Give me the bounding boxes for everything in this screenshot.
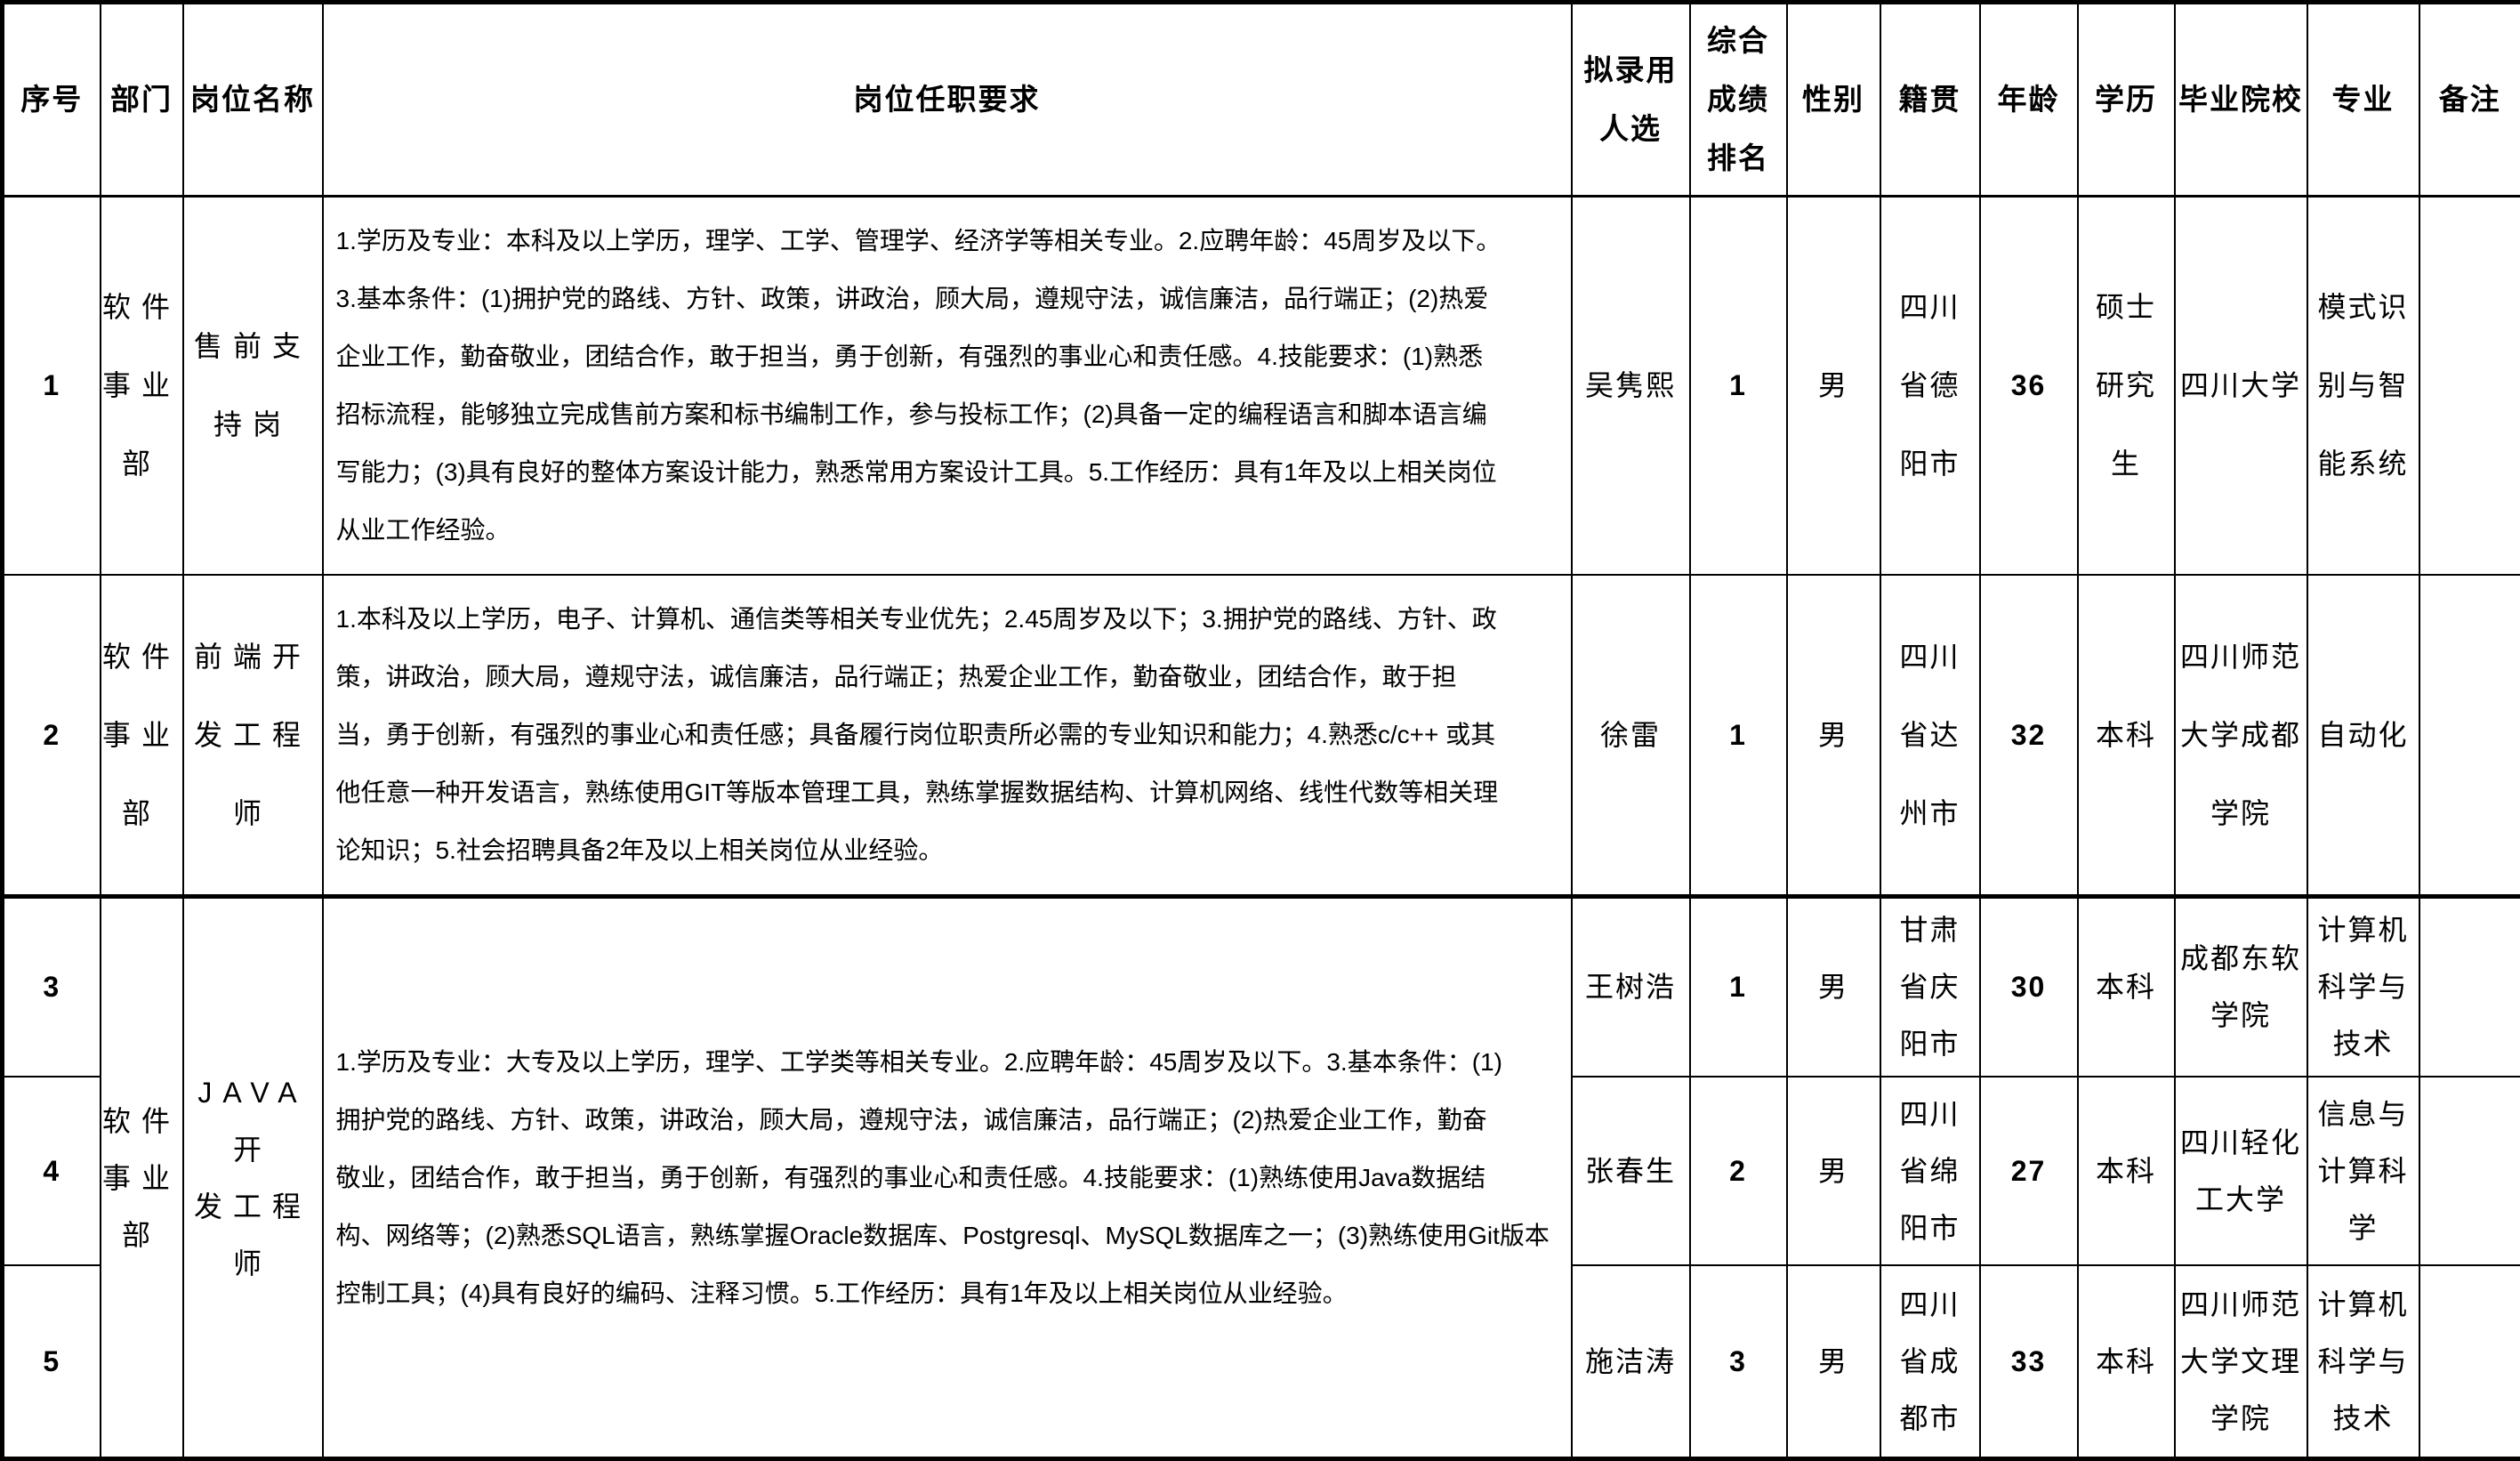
cell-gender-1: 男: [1787, 197, 1880, 575]
cell-hometown-4: 四川 省绵 阳市: [1880, 1077, 1980, 1265]
cell-candidate-5: 施洁涛: [1572, 1265, 1690, 1459]
cell-candidate-3: 王树浩: [1572, 897, 1690, 1077]
cell-gender-5: 男: [1787, 1265, 1880, 1459]
cell-major-5: 计算机 科学与 技术: [2307, 1265, 2419, 1459]
col-remark: 备注: [2419, 3, 2520, 197]
table-row-2: 2 软件 事业 部 前端开 发工程 师 1.本科及以上学历，电子、计算机、通信类…: [3, 575, 2520, 897]
col-rank: 综合 成绩 排名: [1690, 3, 1787, 197]
cell-dept-merged-3-5: 软件 事业 部: [101, 897, 183, 1459]
cell-age-4: 27: [1980, 1077, 2078, 1265]
table-row-3: 3 软件 事业 部 JAVA开 发工程 师 1.学历及专业：大专及以上学历，理学…: [3, 897, 2520, 1077]
cell-age-1: 36: [1980, 197, 2078, 575]
cell-requirements-merged-3-5: 1.学历及专业：大专及以上学历，理学、工学类等相关专业。2.应聘年龄：45周岁及…: [323, 897, 1572, 1459]
cell-hometown-5: 四川 省成 都市: [1880, 1265, 1980, 1459]
cell-school-4: 四川轻化 工大学: [2175, 1077, 2307, 1265]
cell-major-3: 计算机 科学与 技术: [2307, 897, 2419, 1077]
cell-major-1: 模式识 别与智 能系统: [2307, 197, 2419, 575]
cell-position-1: 售前支 持岗: [183, 197, 323, 575]
cell-requirements-1: 1.学历及专业：本科及以上学历，理学、工学、管理学、经济学等相关专业。2.应聘年…: [323, 197, 1572, 575]
cell-seq-3: 3: [3, 897, 101, 1077]
cell-seq-5: 5: [3, 1265, 101, 1459]
cell-age-5: 33: [1980, 1265, 2078, 1459]
cell-age-2: 32: [1980, 575, 2078, 897]
cell-school-5: 四川师范 大学文理 学院: [2175, 1265, 2307, 1459]
col-education: 学历: [2078, 3, 2175, 197]
cell-remark-3: [2419, 897, 2520, 1077]
cell-school-3: 成都东软 学院: [2175, 897, 2307, 1077]
col-candidate: 拟录用 人选: [1572, 3, 1690, 197]
cell-education-4: 本科: [2078, 1077, 2175, 1265]
cell-education-2: 本科: [2078, 575, 2175, 897]
col-dept: 部门: [101, 3, 183, 197]
col-position: 岗位名称: [183, 3, 323, 197]
col-age: 年龄: [1980, 3, 2078, 197]
cell-gender-3: 男: [1787, 897, 1880, 1077]
cell-remark-1: [2419, 197, 2520, 575]
cell-gender-2: 男: [1787, 575, 1880, 897]
cell-rank-3: 1: [1690, 897, 1787, 1077]
cell-education-5: 本科: [2078, 1265, 2175, 1459]
cell-education-1: 硕士 研究 生: [2078, 197, 2175, 575]
cell-remark-2: [2419, 575, 2520, 897]
cell-candidate-4: 张春生: [1572, 1077, 1690, 1265]
cell-major-4: 信息与 计算科 学: [2307, 1077, 2419, 1265]
cell-major-2: 自动化: [2307, 575, 2419, 897]
col-school: 毕业院校: [2175, 3, 2307, 197]
col-seq: 序号: [3, 3, 101, 197]
cell-education-3: 本科: [2078, 897, 2175, 1077]
cell-rank-2: 1: [1690, 575, 1787, 897]
cell-rank-5: 3: [1690, 1265, 1787, 1459]
cell-rank-1: 1: [1690, 197, 1787, 575]
cell-seq-4: 4: [3, 1077, 101, 1265]
cell-school-2: 四川师范 大学成都 学院: [2175, 575, 2307, 897]
cell-candidate-1: 吴隽熙: [1572, 197, 1690, 575]
cell-age-3: 30: [1980, 897, 2078, 1077]
col-hometown: 籍贯: [1880, 3, 1980, 197]
cell-requirements-2: 1.本科及以上学历，电子、计算机、通信类等相关专业优先；2.45周岁及以下；3.…: [323, 575, 1572, 897]
cell-seq-2: 2: [3, 575, 101, 897]
cell-seq-1: 1: [3, 197, 101, 575]
cell-candidate-2: 徐雷: [1572, 575, 1690, 897]
cell-dept-1: 软件 事业 部: [101, 197, 183, 575]
cell-hometown-3: 甘肃 省庆 阳市: [1880, 897, 1980, 1077]
cell-position-2: 前端开 发工程 师: [183, 575, 323, 897]
col-gender: 性别: [1787, 3, 1880, 197]
cell-rank-4: 2: [1690, 1077, 1787, 1265]
cell-remark-5: [2419, 1265, 2520, 1459]
cell-gender-4: 男: [1787, 1077, 1880, 1265]
header-row: 序号 部门 岗位名称 岗位任职要求 拟录用 人选 综合 成绩 排名 性别 籍贯 …: [3, 3, 2520, 197]
cell-hometown-2: 四川 省达 州市: [1880, 575, 1980, 897]
col-requirements: 岗位任职要求: [323, 3, 1572, 197]
cell-remark-4: [2419, 1077, 2520, 1265]
cell-dept-2: 软件 事业 部: [101, 575, 183, 897]
col-major: 专业: [2307, 3, 2419, 197]
cell-school-1: 四川大学: [2175, 197, 2307, 575]
cell-hometown-1: 四川 省德 阳市: [1880, 197, 1980, 575]
cell-position-merged-3-5: JAVA开 发工程 师: [183, 897, 323, 1459]
table-row-1: 1 软件 事业 部 售前支 持岗 1.学历及专业：本科及以上学历，理学、工学、管…: [3, 197, 2520, 575]
